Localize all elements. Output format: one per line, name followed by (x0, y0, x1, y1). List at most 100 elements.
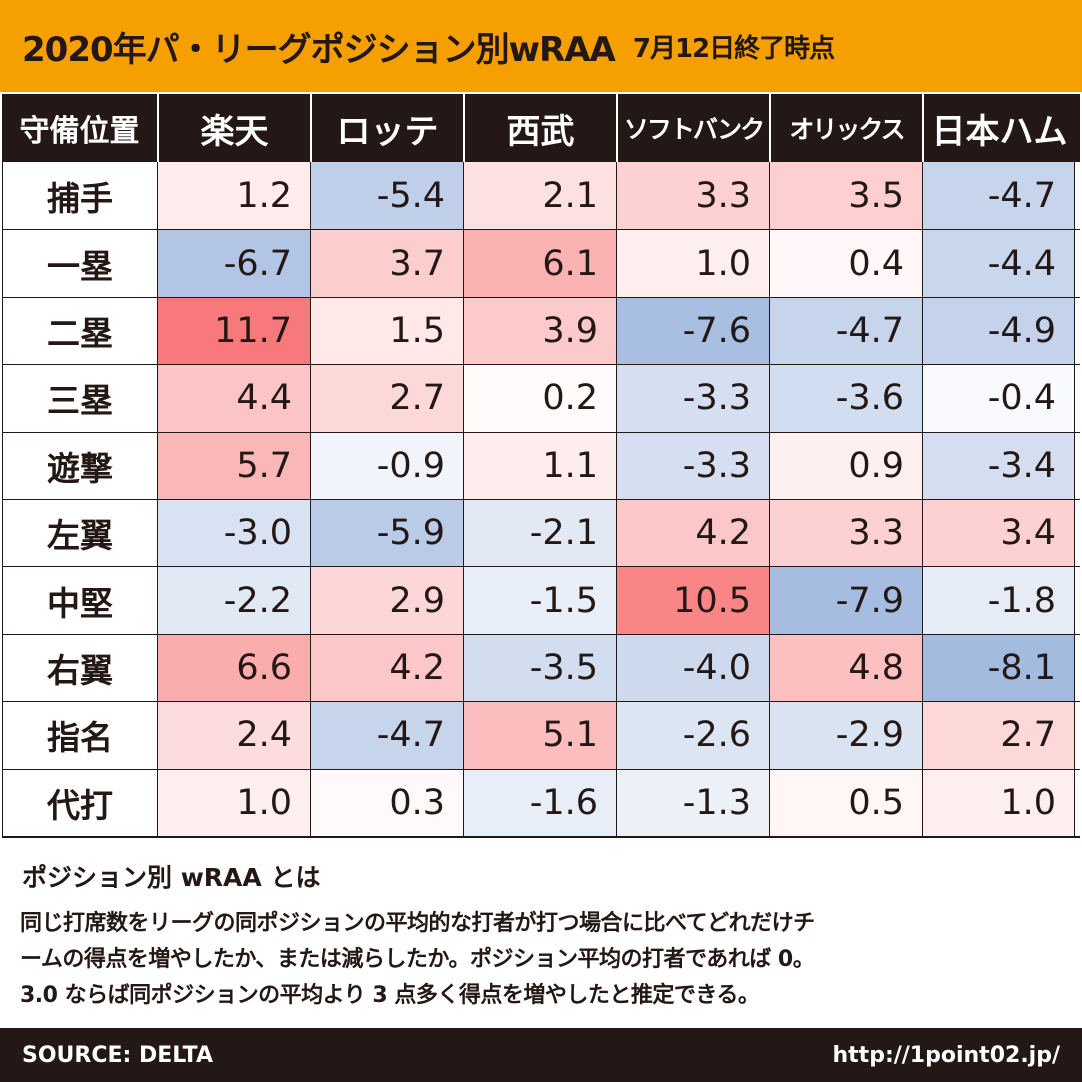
value-cell: 11.7 (157, 297, 310, 365)
value-cell: -3.4 (922, 432, 1075, 499)
position-label: 遊撃 (2, 432, 157, 499)
position-label: 代打 (2, 769, 157, 836)
position-label: 捕手 (2, 162, 157, 230)
value-cell: 2.7 (922, 702, 1075, 769)
value-cell: 0.2 (463, 365, 616, 432)
position-label: 二塁 (2, 297, 157, 365)
source-url[interactable]: http://1point02.jp/ (832, 1042, 1061, 1068)
value-cell: -1.6 (463, 769, 616, 836)
value-cell: 1.2 (157, 162, 310, 230)
value-cell: -2.6 (616, 702, 769, 769)
value-cell: -4.9 (922, 297, 1075, 365)
team-header-seibu: 西武 (463, 94, 616, 162)
value-cell: 3.4 (922, 499, 1075, 567)
value-cell: 0.4 (769, 230, 922, 297)
team-header-lotte: ロッテ (310, 94, 463, 162)
note-line: 同じ打席数をリーグの同ポジションの平均的な打者が打つ場合に比べてどれだけチ (20, 911, 815, 936)
note-line: ームの得点を増やしたか、または減らしたか。ポジション平均の打者であれば 0。 (20, 947, 815, 972)
value-cell: 5.7 (157, 432, 310, 499)
value-cell: 1.5 (310, 297, 463, 365)
value-cell: 1.0 (616, 230, 769, 297)
table-row: 三塁 4.4 2.7 0.2 -3.3 -3.6 -0.4 (2, 364, 1080, 432)
value-cell: -3.3 (616, 365, 769, 432)
value-cell: -1.3 (616, 769, 769, 836)
value-cell: -2.1 (463, 499, 616, 567)
value-cell: 3.3 (616, 162, 769, 230)
value-cell: -3.5 (463, 634, 616, 702)
heatmap-table: 捕手 1.2 -5.4 2.1 3.3 3.5 -4.7 一塁 -6.7 3.7 6.1 1.0 0.4… (2, 162, 1080, 838)
value-cell: -4.7 (922, 162, 1075, 230)
value-cell: 0.9 (769, 432, 922, 499)
value-cell: -8.1 (922, 634, 1075, 702)
position-label: 一塁 (2, 230, 157, 297)
value-cell: -1.5 (463, 567, 616, 634)
table-row: 左翼 -3.0 -5.9 -2.1 4.2 3.3 3.4 (2, 498, 1080, 567)
value-cell: 2.7 (310, 365, 463, 432)
value-cell: 0.3 (310, 769, 463, 836)
value-cell: -0.4 (922, 365, 1075, 432)
chart-title: 2020年パ・リーグポジション別wRAA (22, 29, 616, 70)
note-title: ポジション別 wRAA とは (22, 863, 321, 892)
value-cell: 6.1 (463, 230, 616, 297)
table-row: 二塁 11.7 1.5 3.9 -7.6 -4.7 -4.9 (2, 296, 1080, 365)
value-cell: 5.1 (463, 702, 616, 769)
team-header-softbank: ソフトバンク (616, 94, 769, 162)
value-cell: -6.7 (157, 230, 310, 297)
value-cell: -4.4 (922, 230, 1075, 297)
value-cell: 1.1 (463, 432, 616, 499)
note-body: 同じ打席数をリーグの同ポジションの平均的な打者が打つ場合に比べてどれだけチ ーム… (20, 906, 1070, 1014)
source-label: SOURCE: DELTA (22, 1042, 213, 1068)
value-cell: -2.9 (769, 702, 922, 769)
chart-date: 7月12日終了時点 (632, 33, 835, 64)
table-row: 指名 2.4 -4.7 5.1 -2.6 -2.9 2.7 (2, 701, 1080, 769)
table-row: 中堅 -2.2 2.9 -1.5 10.5 -7.9 -1.8 (2, 566, 1080, 634)
team-header-rakuten: 楽天 (157, 94, 310, 162)
value-cell: -5.9 (310, 499, 463, 567)
value-cell: 10.5 (616, 567, 769, 634)
value-cell: -1.8 (922, 567, 1075, 634)
table-row: 右翼 6.6 4.2 -3.5 -4.0 4.8 -8.1 (2, 633, 1080, 702)
team-header-nipponham: 日本ハム (922, 94, 1075, 162)
value-cell: -3.3 (616, 432, 769, 499)
value-cell: -0.9 (310, 432, 463, 499)
value-cell: 0.5 (769, 769, 922, 836)
value-cell: -2.2 (157, 567, 310, 634)
corner-header: 守備位置 (19, 114, 140, 149)
position-label: 三塁 (2, 365, 157, 432)
value-cell: 3.3 (769, 499, 922, 567)
value-cell: -3.6 (769, 365, 922, 432)
table-header-row: 守備位置 楽天 ロッテ 西武 ソフトバンク オリックス 日本ハム (2, 94, 1080, 162)
value-cell: -4.0 (616, 634, 769, 702)
position-label: 中堅 (2, 567, 157, 634)
footer-bar: SOURCE: DELTA http://1point02.jp/ (0, 1028, 1082, 1082)
value-cell: 4.2 (616, 499, 769, 567)
value-cell: 4.2 (310, 634, 463, 702)
value-cell: -7.6 (616, 297, 769, 365)
position-label: 指名 (2, 702, 157, 769)
title-bar: 2020年パ・リーグポジション別wRAA 7月12日終了時点 (0, 0, 1082, 92)
value-cell: 6.6 (157, 634, 310, 702)
value-cell: 3.9 (463, 297, 616, 365)
team-header-orix: オリックス (769, 94, 922, 162)
value-cell: 3.5 (769, 162, 922, 230)
value-cell: 2.9 (310, 567, 463, 634)
value-cell: -7.9 (769, 567, 922, 634)
value-cell: 4.4 (157, 365, 310, 432)
value-cell: 2.1 (463, 162, 616, 230)
value-cell: 3.7 (310, 230, 463, 297)
note-line: 3.0 ならば同ポジションの平均より 3 点多く得点を増やしたと推定できる。 (20, 983, 760, 1008)
position-label: 右翼 (2, 634, 157, 702)
value-cell: -4.7 (310, 702, 463, 769)
table-row: 遊撃 5.7 -0.9 1.1 -3.3 0.9 -3.4 (2, 431, 1080, 499)
value-cell: 1.0 (157, 769, 310, 836)
position-label: 左翼 (2, 499, 157, 567)
value-cell: -4.7 (769, 297, 922, 365)
table-row: 一塁 -6.7 3.7 6.1 1.0 0.4 -4.4 (2, 229, 1080, 297)
value-cell: 1.0 (922, 769, 1075, 836)
value-cell: -3.0 (157, 499, 310, 567)
value-cell: 4.8 (769, 634, 922, 702)
value-cell: -5.4 (310, 162, 463, 230)
value-cell: 2.4 (157, 702, 310, 769)
table-row: 捕手 1.2 -5.4 2.1 3.3 3.5 -4.7 (2, 162, 1080, 230)
table-row: 代打 1.0 0.3 -1.6 -1.3 0.5 1.0 (2, 768, 1080, 836)
